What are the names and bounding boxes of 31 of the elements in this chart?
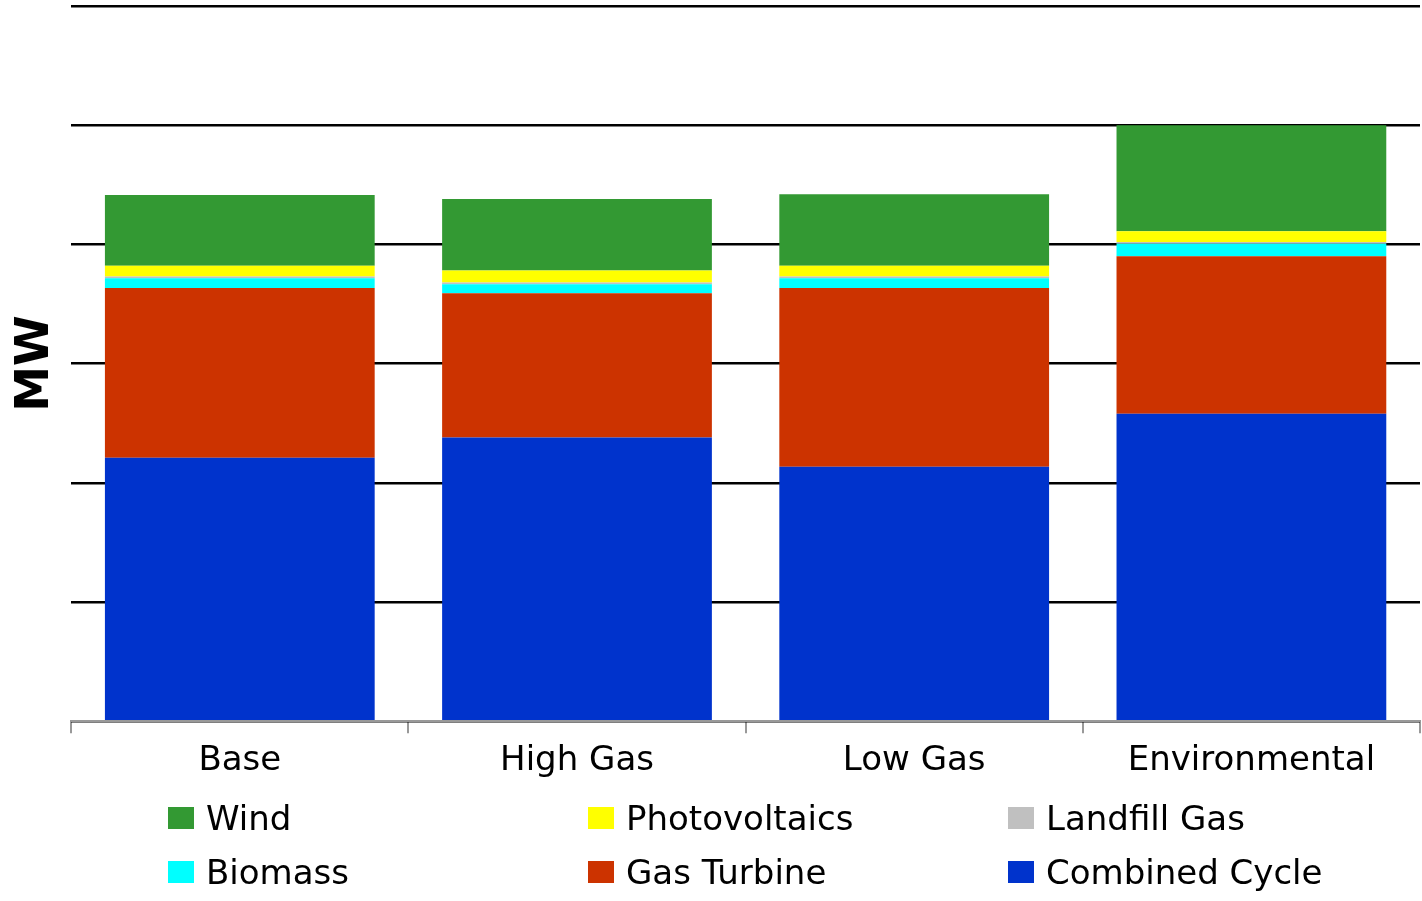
- legend-label: Biomass: [206, 852, 349, 892]
- bar: [779, 466, 1050, 720]
- x-tick-label: Base: [198, 738, 282, 779]
- bar: [779, 194, 1050, 266]
- bar: [1116, 243, 1387, 257]
- legend-label: Gas Turbine: [626, 852, 827, 892]
- bar: [442, 293, 712, 438]
- legend-label: Combined Cycle: [1046, 852, 1323, 892]
- bar: [442, 199, 712, 271]
- bar: [104, 265, 375, 277]
- legend-label: Landfill Gas: [1046, 798, 1245, 838]
- bar: [104, 287, 375, 458]
- x-tick-label: High Gas: [500, 738, 654, 779]
- bar: [1116, 256, 1387, 414]
- bar: [779, 278, 1050, 288]
- bar: [1116, 231, 1387, 243]
- bar: [104, 457, 375, 720]
- y-axis-title: MW: [4, 315, 59, 412]
- legend-label: Wind: [206, 798, 292, 838]
- x-tick-label: Low Gas: [842, 738, 986, 779]
- bar: [1116, 413, 1387, 720]
- legend-label: Photovoltaics: [626, 798, 854, 838]
- bar: [442, 270, 712, 283]
- bar: [442, 284, 712, 294]
- bar: [104, 194, 375, 266]
- bar: [1116, 125, 1387, 232]
- bar: [779, 287, 1050, 467]
- bar: [779, 265, 1050, 277]
- x-tick-label: Environmental: [1127, 738, 1376, 779]
- bar: [104, 278, 375, 288]
- bar: [442, 437, 712, 720]
